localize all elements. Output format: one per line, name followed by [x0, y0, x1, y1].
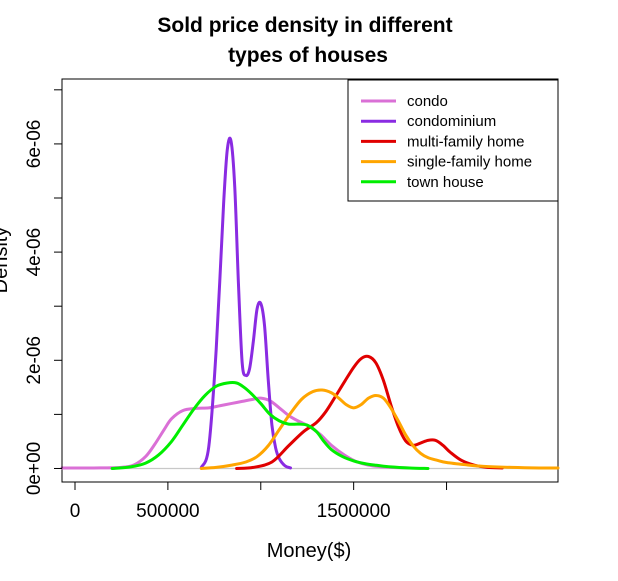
series-line-multi-family-home: [235, 354, 504, 470]
x-axis-label: Money($): [267, 540, 351, 562]
x-tick-label: 1500000: [317, 501, 391, 522]
legend-label-multi-family-home: multi-family home: [407, 133, 525, 150]
legend-label-town-house: town house: [407, 174, 484, 191]
legend-label-single-family-home: single-family home: [407, 154, 532, 171]
chart-title-line-2: types of houses: [228, 44, 388, 67]
series-layer: [60, 136, 560, 470]
y-axis-label: Density: [0, 227, 12, 294]
legend: condo condominium multi-family home single-…: [347, 79, 559, 202]
series-line-single-family-home: [199, 388, 560, 470]
legend-label-condominium: condominium: [407, 113, 496, 130]
y-tick-label: 4e-06: [24, 228, 45, 277]
x-tick-label: 500000: [136, 501, 199, 522]
y-tick-label: 0e+00: [24, 442, 45, 495]
chart-title-line-1: Sold price density in different: [157, 14, 452, 37]
x-axis: 0 500000 1500000: [70, 481, 448, 522]
legend-label-condo: condo: [407, 93, 448, 110]
series-line-town-house: [110, 381, 430, 470]
x-tick-label: 0: [70, 501, 81, 522]
series-line-condo: [60, 396, 411, 470]
y-tick-label: 6e-06: [24, 120, 45, 169]
y-tick-label: 2e-06: [24, 336, 45, 385]
y-axis: 0e+00 2e-06 4e-06 6e-06: [24, 89, 63, 495]
